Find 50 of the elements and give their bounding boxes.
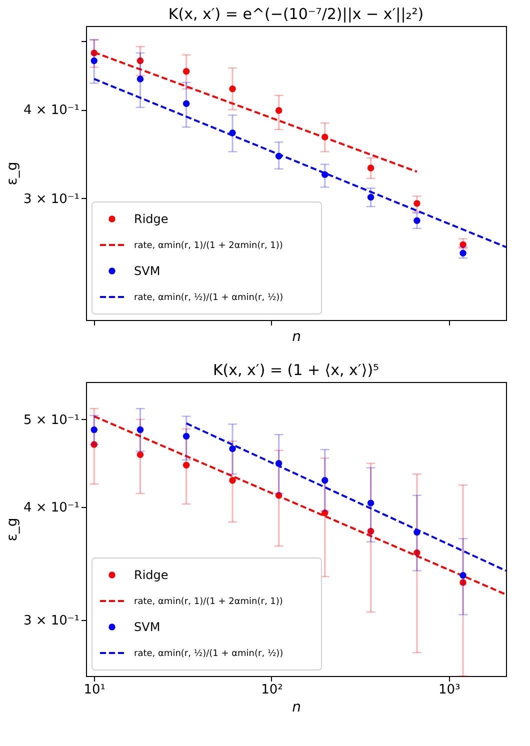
point [229,86,236,92]
point [182,462,190,468]
point [367,500,374,506]
point [367,194,374,201]
y-axis-title: ε_g [4,518,20,542]
legend-label: SVM [134,264,160,278]
point [229,477,236,484]
chart-title: K(x, x′) = e^(−(10⁻⁷/2)||x − x′||₂²) [168,5,424,23]
legend-label: SVM [134,620,160,634]
point [182,100,190,107]
point [322,477,328,484]
x-tick-label: 10² [261,682,283,698]
point [275,107,282,114]
point [90,441,98,448]
legend-label: Ridge [134,568,168,582]
point [90,426,98,434]
legend-label: rate, αmin(r, 1)/(1 + 2αmin(r, 1)) [134,597,283,607]
legend-label: rate, αmin(r, ½)/(1 + αmin(r, ½)) [134,649,284,659]
point [367,528,374,535]
point [460,250,466,256]
point [182,432,190,440]
x-tick-label: 10¹ [84,682,106,698]
point [460,579,466,586]
point [136,426,144,434]
legend-label: rate, αmin(r, 1)/(1 + 2αmin(r, 1)) [134,241,283,251]
point [229,445,236,452]
x-tick-label: 10³ [438,682,460,698]
point [136,76,144,82]
point [367,164,374,172]
point [460,572,466,579]
y-tick-label: 5 × 10⁻¹ [23,412,80,428]
point [414,217,420,224]
point [136,57,144,64]
point [414,200,420,207]
x-axis-title: n [292,700,301,716]
y-tick-label: 3 × 10⁻¹ [23,613,80,628]
y-tick-label: 4 × 10⁻¹ [23,103,80,118]
legend-label: Ridge [134,212,168,226]
x-axis-title: n [292,329,301,345]
point [414,549,420,556]
point [460,241,466,248]
point [322,510,328,516]
y-tick-label: 4 × 10⁻¹ [23,500,80,516]
point [136,451,144,458]
chart-title: K(x, x′) = (1 + ⟨x, x′⟩)⁵ [212,361,380,379]
point [182,68,190,75]
y-axis-title: ε_g [4,162,20,186]
y-tick-label: 3 × 10⁻¹ [23,192,80,207]
legend-label: rate, αmin(r, ½)/(1 + αmin(r, ½)) [134,293,284,303]
point [90,57,98,64]
